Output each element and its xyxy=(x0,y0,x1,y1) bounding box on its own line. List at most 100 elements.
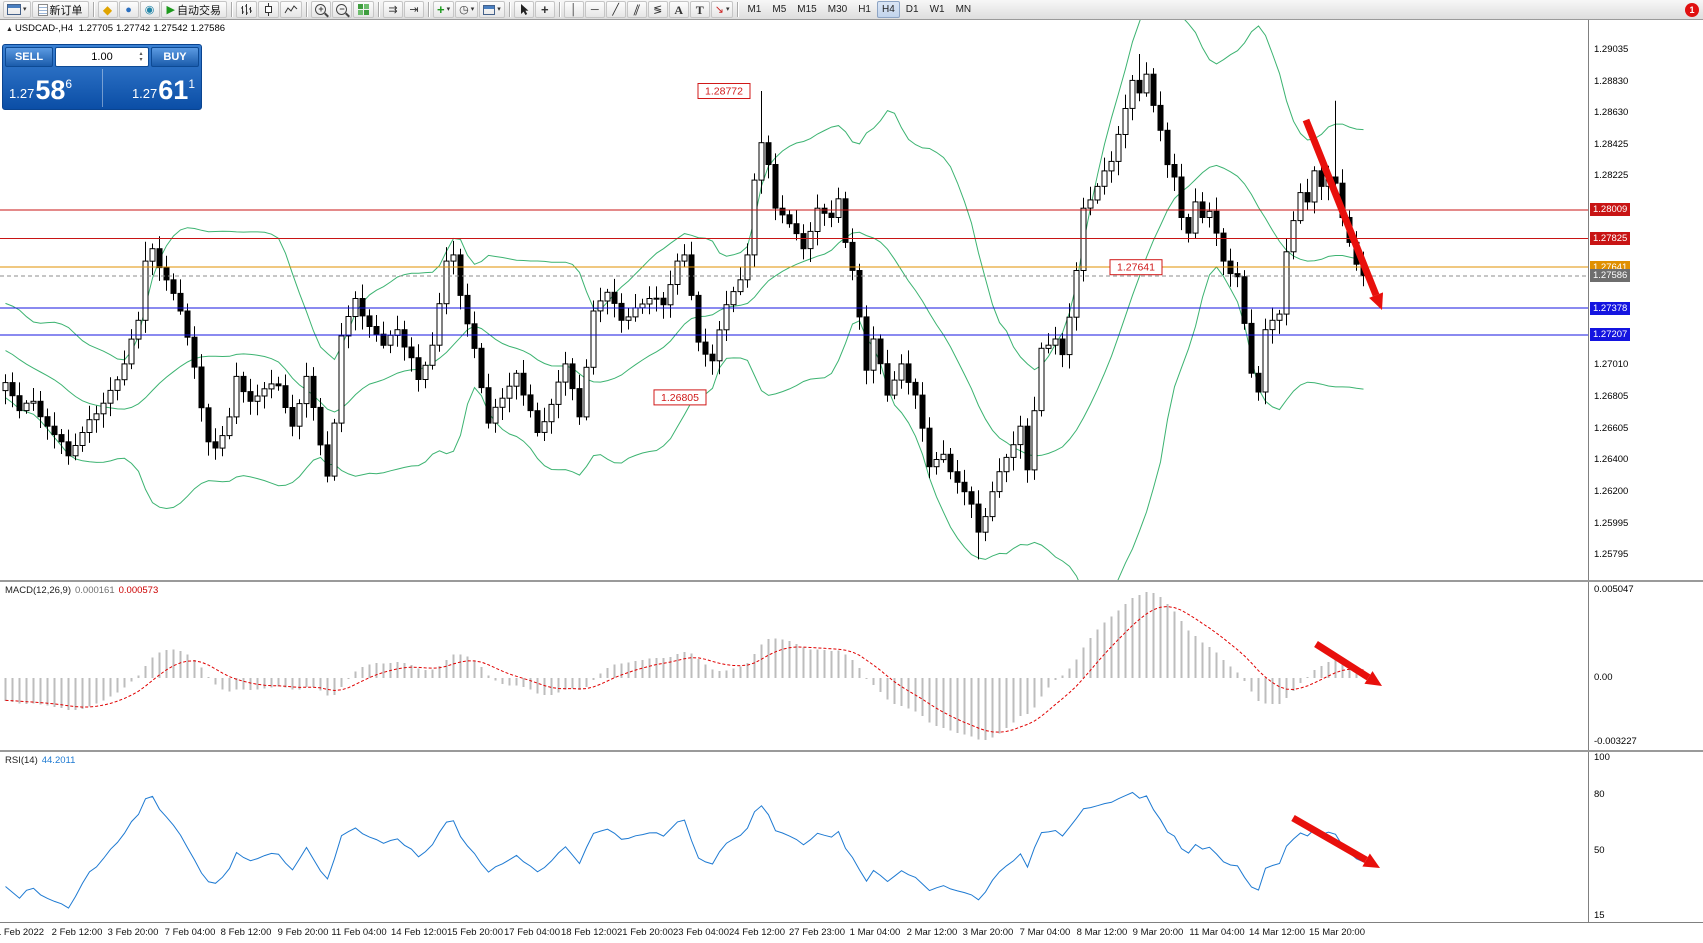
main-toolbar: ▾ 新订单 ◆ ● ◉ ▶ 自动交易 + − ⇉ ⇥ + ▾ ◷ ▾ ▾ + │ ─ … xyxy=(0,0,1703,20)
timeframe-d1-button[interactable]: D1 xyxy=(901,1,924,18)
trendline-button[interactable]: ╱ xyxy=(605,1,626,18)
templates-button[interactable]: ▾ xyxy=(479,1,505,18)
market-button[interactable]: ● xyxy=(118,1,139,18)
price-annotation-box[interactable] xyxy=(1109,259,1163,276)
macd-chart[interactable] xyxy=(0,582,1588,750)
new-order-button[interactable]: 新订单 xyxy=(31,1,89,18)
panel-splitter[interactable] xyxy=(0,750,1703,752)
zoom-in-button[interactable]: + xyxy=(310,1,331,18)
trend-arrow[interactable] xyxy=(1314,641,1382,686)
rsi-value: 44.2011 xyxy=(41,755,76,766)
mql5-icon: ◆ xyxy=(102,2,113,17)
auto-trading-button[interactable]: ▶ 自动交易 xyxy=(160,1,227,18)
indicators-plus-icon: + xyxy=(436,1,445,17)
buy-price[interactable]: 1.27 61 1 xyxy=(101,69,200,107)
arrows-button[interactable]: ↘ ▾ xyxy=(710,1,734,18)
sell-button[interactable]: SELL xyxy=(5,47,53,67)
timeframe-m1-button[interactable]: M1 xyxy=(742,1,766,18)
signals-button[interactable]: ◉ xyxy=(139,1,160,18)
label-button[interactable]: T xyxy=(689,1,710,18)
trend-arrow[interactable] xyxy=(1302,118,1384,310)
timeframe-mn-button[interactable]: MN xyxy=(951,1,977,18)
price-scale-label: 1.26805 xyxy=(1594,391,1629,403)
timeframe-m30-button[interactable]: M30 xyxy=(823,1,852,18)
crosshair-button[interactable]: + xyxy=(534,1,555,18)
price-level-label: 1.28009 xyxy=(1590,203,1631,217)
price-level-label: 1.27378 xyxy=(1590,301,1631,315)
rsi-line-layer xyxy=(5,791,1364,909)
new-chart-button[interactable]: ▾ xyxy=(3,1,31,18)
chart-symbol-icon: ▲ xyxy=(6,26,13,33)
caret-icon: ▾ xyxy=(446,5,451,13)
price-scale-label: 1.29035 xyxy=(1594,44,1629,56)
clock-icon: ◷ xyxy=(459,3,469,16)
sell-price[interactable]: 1.27 58 6 xyxy=(5,69,102,107)
new-order-icon xyxy=(37,3,48,16)
timeframe-w1-button[interactable]: W1 xyxy=(925,1,950,18)
periods-button[interactable]: ◷ ▾ xyxy=(455,1,479,18)
time-axis-label: 15 Feb 20:00 xyxy=(447,927,503,938)
zoom-out-button[interactable]: − xyxy=(331,1,352,18)
price-level-label: 1.27207 xyxy=(1590,328,1631,342)
price-scale-label: 1.27010 xyxy=(1594,359,1629,371)
fibonacci-button[interactable]: ≶ xyxy=(647,1,668,18)
price-annotation-box[interactable] xyxy=(697,83,751,99)
timeframe-m5-button[interactable]: M5 xyxy=(767,1,791,18)
rsi-scale-label: 80 xyxy=(1594,788,1605,800)
horizontal-line-button[interactable]: ─ xyxy=(584,1,605,18)
macd-signal-value: 0.000573 xyxy=(118,585,159,596)
price-annotation-box[interactable] xyxy=(653,389,707,406)
cursor-button[interactable] xyxy=(513,1,534,18)
toolbar-separator xyxy=(92,2,94,17)
candlestick-button[interactable] xyxy=(257,1,279,18)
mql5-button[interactable]: ◆ xyxy=(97,1,118,18)
time-axis[interactable]: 1 Feb 2022 2 Feb 12:00 3 Feb 20:00 7 Feb 04… xyxy=(0,922,1703,943)
time-axis-label: 1 Mar 04:00 xyxy=(849,927,901,938)
stepper-up-icon[interactable]: ▴ xyxy=(139,51,143,57)
line-chart-button[interactable] xyxy=(279,1,302,18)
time-axis-label: 3 Feb 20:00 xyxy=(107,927,159,938)
panel-splitter[interactable] xyxy=(0,580,1703,582)
buy-button[interactable]: BUY xyxy=(151,47,199,67)
one-click-trading-panel: SELL 1.00 ▴ ▾ BUY 1.27 58 6 1.27 61 1 xyxy=(2,44,202,110)
vertical-line-button[interactable]: │ xyxy=(563,1,584,18)
volume-stepper[interactable]: ▴ ▾ xyxy=(135,48,147,66)
chart-shift-button[interactable]: ⇥ xyxy=(403,1,424,18)
time-axis-label: 1 Feb 2022 xyxy=(0,927,45,938)
timeframe-h1-button[interactable]: H1 xyxy=(853,1,876,18)
macd-scale[interactable]: 0.005047 0.00 -0.003227 xyxy=(1588,582,1703,750)
rsi-title: RSI(14) 44.2011 xyxy=(5,755,75,766)
time-axis-label: 9 Feb 20:00 xyxy=(277,927,329,938)
tile-windows-button[interactable] xyxy=(352,1,374,18)
toolbar-separator xyxy=(508,2,510,17)
notification-badge[interactable]: 1 xyxy=(1685,2,1699,17)
price-chart[interactable]: 1.28772 1.26805 1.27641 xyxy=(0,20,1588,580)
time-axis-label: 11 Mar 04:00 xyxy=(1189,927,1245,938)
sell-price-big: 58 xyxy=(35,75,66,105)
toolbar-separator xyxy=(305,2,307,17)
price-level-label: 1.27825 xyxy=(1590,232,1631,246)
rsi-chart[interactable] xyxy=(0,752,1588,922)
macd-title: MACD(12,26,9) 0.000161 0.000573 xyxy=(5,585,158,596)
price-scale-label: 1.28225 xyxy=(1594,170,1629,182)
zoom-out-icon: − xyxy=(336,4,348,15)
bar-chart-button[interactable] xyxy=(235,1,257,18)
text-button[interactable]: A xyxy=(668,1,689,18)
indicators-button[interactable]: + ▾ xyxy=(432,1,455,18)
auto-scroll-button[interactable]: ⇉ xyxy=(382,1,403,18)
rsi-scale-label: 100 xyxy=(1594,751,1610,763)
price-scale[interactable]: 1.29035 1.28830 1.28630 1.28425 1.28225 1.270… xyxy=(1588,20,1703,580)
stepper-down-icon[interactable]: ▾ xyxy=(139,57,143,63)
time-axis-label: 17 Feb 04:00 xyxy=(504,927,560,938)
volume-input[interactable]: 1.00 ▴ ▾ xyxy=(55,47,149,67)
trend-arrow[interactable] xyxy=(1291,814,1380,868)
timeframe-h4-button[interactable]: H4 xyxy=(876,1,900,18)
rsi-scale[interactable]: 100 80 50 15 xyxy=(1588,752,1703,922)
timeframe-m15-button[interactable]: M15 xyxy=(792,1,821,18)
ohlc-low: 1.27542 xyxy=(153,23,188,34)
channel-button[interactable]: ∥ xyxy=(626,1,647,18)
time-axis-label: 24 Feb 12:00 xyxy=(729,927,785,938)
time-axis-label: 2 Mar 12:00 xyxy=(906,927,958,938)
arrow-object-icon: ↘ xyxy=(714,3,724,16)
